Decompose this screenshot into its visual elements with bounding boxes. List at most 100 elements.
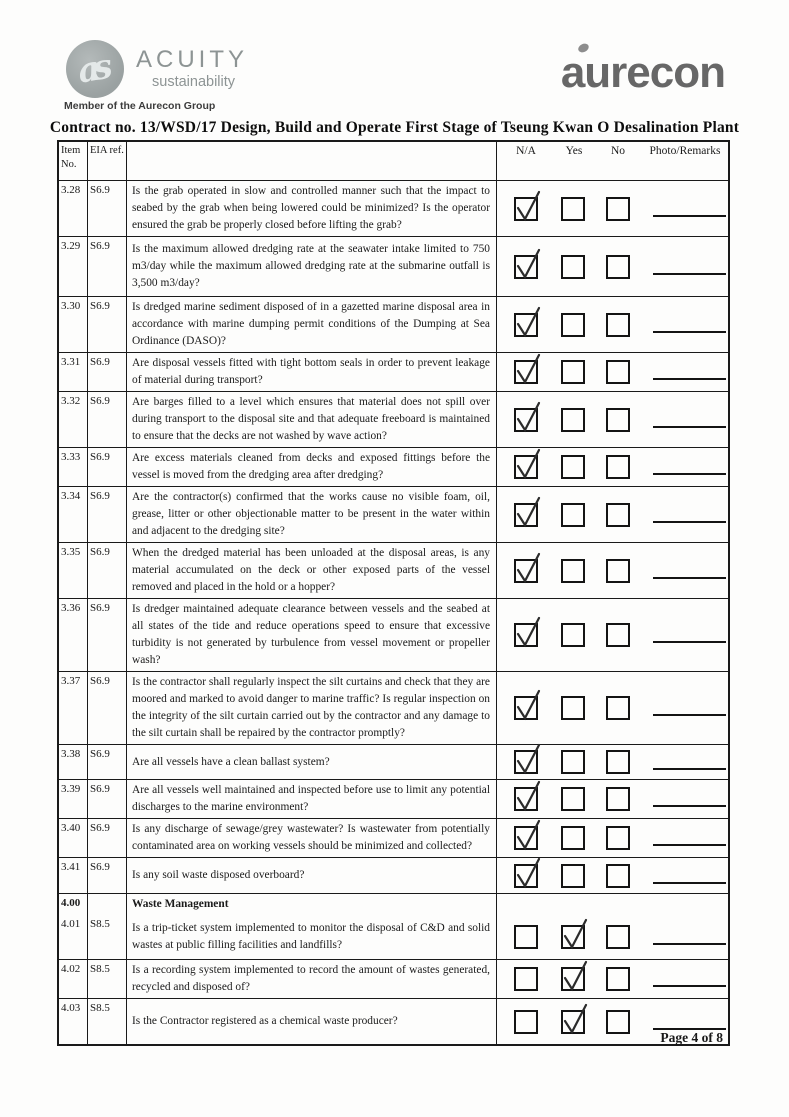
remarks-line[interactable] [653,805,726,807]
checkbox-yes[interactable] [561,407,585,432]
checkbox-yes[interactable] [561,787,585,811]
checkbox-na[interactable] [514,1009,538,1034]
checkbox-yes[interactable] [561,502,585,527]
checkbox-yes[interactable] [561,455,585,479]
checkbox-no[interactable] [606,196,630,221]
checkbox-na[interactable] [514,401,541,432]
eia-ref-cell: S8.5 [88,999,127,1044]
checkbox-no[interactable] [606,254,630,279]
checkbox-na[interactable] [514,967,538,991]
remarks-line[interactable] [653,714,726,716]
check-mark-icon [513,352,543,386]
checkbox-na[interactable] [514,306,541,337]
checkbox-na[interactable] [514,780,541,812]
checkbox-yes[interactable] [561,863,585,888]
table-row: 3.41 S6.9 Is any soil waste disposed overb… [59,857,728,893]
checkbox-na[interactable] [514,353,541,385]
remarks-line[interactable] [653,330,726,333]
remarks-line[interactable] [653,943,726,945]
item-no-cell: 3.35 [59,543,88,598]
question-text: Is a recording system implemented to rec… [132,964,490,993]
checkbox-yes[interactable] [561,196,585,221]
checkbox-no[interactable] [606,407,630,432]
remarks-line[interactable] [653,214,726,217]
checkbox-no[interactable] [606,750,630,774]
acuity-logo: as ACUITY sustainability Member of the A… [60,40,270,112]
question-cell: Is the contractor shall regularly inspec… [127,672,497,744]
remarks-line[interactable] [653,844,726,846]
checkbox-yes[interactable] [561,312,585,337]
checkbox-no[interactable] [606,696,630,720]
checkbox-na[interactable] [514,857,541,888]
checkbox-no[interactable] [606,455,630,479]
item-no-cell: 3.40 [59,819,88,857]
table-row: 3.38 S6.9 Are all vessels have a clean bal… [59,743,728,779]
item-no-cell: 3.34 [59,487,88,542]
checkbox-yes[interactable] [561,918,588,950]
check-mark-icon [513,615,543,649]
table-row: 3.31 S6.9 Are disposal vessels fitted with… [59,352,728,391]
checkbox-no[interactable] [606,312,630,337]
item-no-cell: 3.37 [59,672,88,744]
checkbox-no[interactable] [606,1009,630,1034]
remarks-line[interactable] [653,985,726,987]
remarks-line[interactable] [653,768,726,770]
remarks-line[interactable] [653,520,726,523]
remarks-line[interactable] [653,425,726,428]
checkbox-yes[interactable] [561,254,585,279]
checkbox-na[interactable] [514,925,538,949]
checkbox-no[interactable] [606,623,630,647]
checkbox-no[interactable] [606,925,630,949]
checkbox-na[interactable] [514,743,541,775]
checkbox-na[interactable] [514,190,541,221]
checklist-table: Item No. EIA ref. N/A Yes No Photo/Remar… [57,140,730,1046]
checkbox-yes[interactable] [561,960,588,992]
checkbox-na[interactable] [514,689,541,721]
checkbox-na[interactable] [514,248,541,279]
checkbox-yes[interactable] [561,1003,588,1034]
checkbox-no[interactable] [606,787,630,811]
checkbox-yes[interactable] [561,750,585,774]
checkbox-no[interactable] [606,558,630,583]
question-cell: Is a trip-ticket system implemented to m… [127,915,497,959]
question-cell: Is dredger maintained adequate clearance… [127,599,497,671]
checkbox-na[interactable] [514,496,541,527]
acuity-tagline: Member of the Aurecon Group [64,100,216,112]
question-cell: When the dredged material has been unloa… [127,543,497,598]
question-cell: Is dredged marine sediment disposed of i… [127,297,497,352]
checkbox-na[interactable] [514,552,541,583]
checkbox-cell [497,960,728,998]
checkbox-cell [497,297,728,352]
remarks-line[interactable] [653,1027,726,1030]
checkbox-yes[interactable] [561,826,585,850]
remarks-line[interactable] [653,881,726,884]
checkbox-no[interactable] [606,826,630,850]
check-mark-icon [560,917,590,951]
checkbox-yes[interactable] [561,623,585,647]
aurecon-wordmark: aurecon [560,48,726,97]
checkbox-no[interactable] [606,360,630,384]
checkbox-cell [497,672,728,744]
question-text: Is the contractor shall regularly inspec… [132,676,490,739]
check-mark-icon [513,779,543,813]
question-cell: Is the Contractor registered as a chemic… [127,999,497,1044]
remarks-line[interactable] [653,641,726,643]
checkbox-no[interactable] [606,502,630,527]
checkbox-yes[interactable] [561,696,585,720]
checkbox-yes[interactable] [561,360,585,384]
remarks-line[interactable] [653,473,726,475]
checkbox-no[interactable] [606,967,630,991]
checkbox-na[interactable] [514,616,541,648]
checkbox-no[interactable] [606,863,630,888]
checkbox-na[interactable] [514,819,541,851]
remarks-line[interactable] [653,378,726,380]
checkbox-na[interactable] [514,448,541,480]
check-mark-icon [513,818,543,852]
item-no-cell: 3.36 [59,599,88,671]
item-no-cell: 4.03 [59,999,88,1044]
checkbox-yes[interactable] [561,558,585,583]
table-row: 3.34 S6.9 Are the contractor(s) confirmed … [59,486,728,542]
remarks-line[interactable] [653,576,726,579]
remarks-line[interactable] [653,272,726,275]
